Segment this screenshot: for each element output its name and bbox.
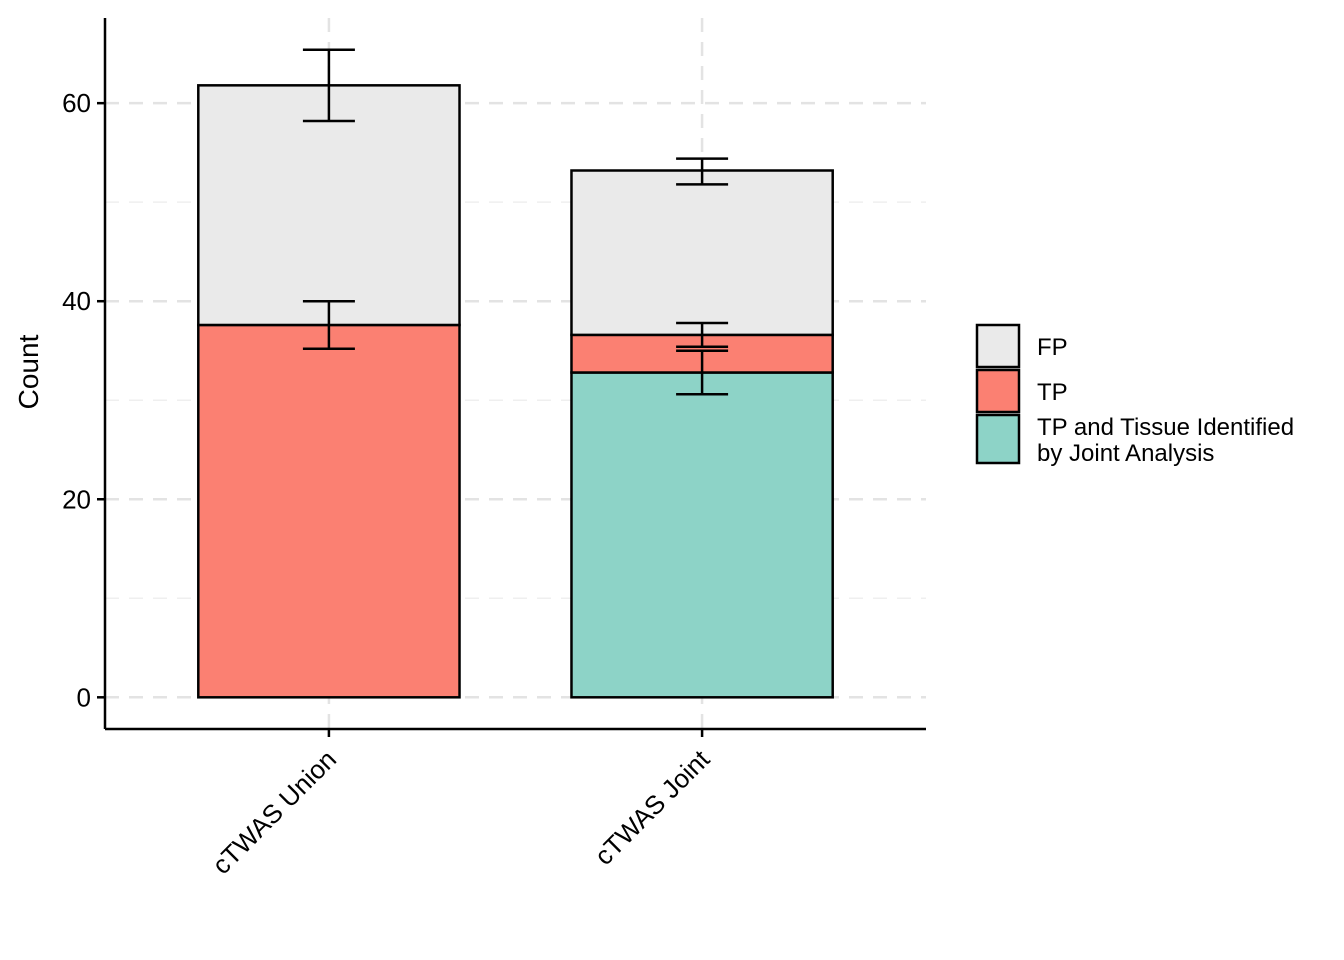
x-tick-label: cTWAS Joint: [589, 743, 716, 870]
axes: [103, 18, 926, 731]
legend: FP TP TP and Tissue Identified by Joint Ana…: [975, 323, 1294, 467]
bar-segment: [197, 323, 461, 699]
y-axis-title: Count: [13, 334, 44, 409]
legend-key: [975, 368, 1021, 414]
y-tick-label: 40: [62, 286, 91, 316]
bars: [197, 84, 834, 699]
y-tick-label: 0: [77, 682, 91, 712]
legend-label: TP and Tissue Identified by Joint Analysi…: [1037, 414, 1294, 467]
bar-segment: [197, 84, 461, 327]
y-tick-label: 20: [62, 484, 91, 514]
x-tick-label: cTWAS Union: [206, 744, 342, 880]
legend-label: FP: [1037, 334, 1068, 361]
legend-key: [975, 323, 1021, 369]
bar-segment: [570, 169, 834, 337]
legend-key: [975, 413, 1021, 465]
error-bars: [302, 48, 729, 396]
bar-segment: [570, 371, 834, 699]
legend-label: TP: [1037, 379, 1068, 406]
y-tick-label: 60: [62, 88, 91, 118]
